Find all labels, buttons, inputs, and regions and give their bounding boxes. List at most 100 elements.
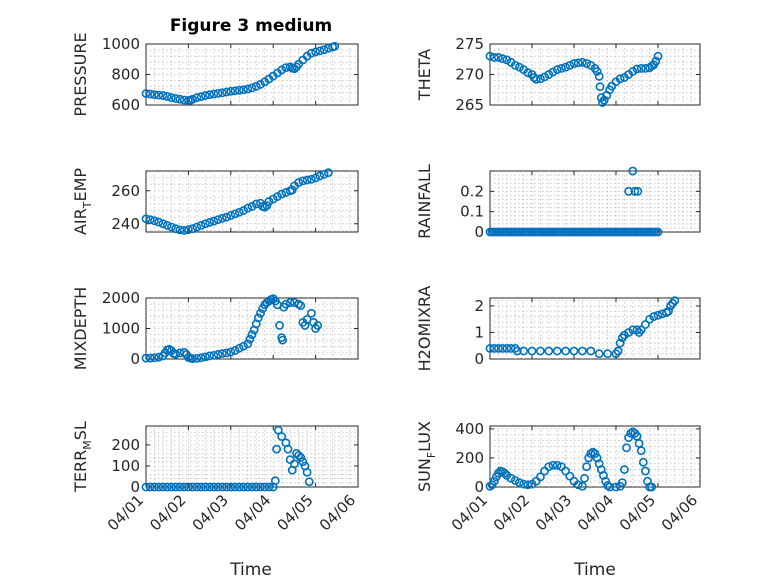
data-point <box>209 89 219 99</box>
y-axis-label: MIXDEPTH <box>71 287 90 370</box>
data-point <box>264 482 274 492</box>
subplot-1: 600 800 1000 PRESSURE <box>71 32 359 117</box>
data-point <box>523 68 533 78</box>
data-point <box>243 482 253 492</box>
data-point <box>145 353 155 363</box>
data-point <box>624 186 633 196</box>
data-point <box>213 482 223 492</box>
data-point <box>281 299 291 309</box>
data-point <box>319 169 329 179</box>
series-markers <box>141 425 314 492</box>
y-tick-label: 400 <box>455 420 484 438</box>
series-markers <box>141 168 333 235</box>
data-point <box>247 83 257 93</box>
data-point <box>239 482 248 492</box>
data-point <box>578 481 587 491</box>
data-point <box>141 214 151 224</box>
data-point <box>171 94 181 103</box>
data-point <box>330 41 340 51</box>
data-point <box>582 462 591 472</box>
data-point <box>294 178 304 187</box>
data-point <box>493 468 503 478</box>
x-tick-label: 04/05 <box>273 491 316 534</box>
data-point <box>304 477 314 487</box>
data-point <box>171 349 181 359</box>
data-point <box>226 347 236 357</box>
y-tick-label: 100 <box>111 457 140 475</box>
data-point <box>200 91 210 100</box>
subplot-2: 265 270 275 THETA <box>415 35 701 114</box>
data-point <box>552 65 562 75</box>
data-point <box>251 81 261 91</box>
data-point <box>192 353 202 363</box>
data-point <box>234 343 244 353</box>
data-point <box>188 94 198 104</box>
data-point <box>141 353 151 363</box>
data-point <box>175 482 185 492</box>
subplot-6: 0 1 2 H2OMIXRA <box>415 286 701 371</box>
data-point <box>544 346 554 356</box>
data-point <box>196 482 206 492</box>
data-point <box>167 93 176 103</box>
data-point <box>277 189 287 199</box>
data-point <box>213 215 223 225</box>
data-point <box>145 215 155 225</box>
data-point <box>141 482 151 492</box>
x-tick-label: 04/06 <box>316 491 359 534</box>
y-axis-label: RAINFALL <box>415 164 434 239</box>
plot-area <box>489 297 701 360</box>
data-point <box>256 308 265 318</box>
data-point <box>154 217 164 227</box>
data-point <box>296 453 306 462</box>
data-point <box>498 343 507 353</box>
y-tick-label: 0.1 <box>460 203 484 221</box>
series-markers <box>141 294 323 364</box>
data-point <box>519 479 528 489</box>
data-point <box>565 60 575 70</box>
data-point <box>167 482 176 492</box>
data-point <box>624 433 633 443</box>
y-tick-label: 1000 <box>102 320 140 338</box>
data-point <box>561 346 570 356</box>
data-point <box>569 59 579 68</box>
data-point <box>230 209 240 219</box>
gridlines <box>146 426 358 487</box>
data-point <box>595 82 605 92</box>
data-point <box>502 343 512 353</box>
y-axis-label: THETA <box>415 49 434 101</box>
data-point <box>515 478 524 488</box>
data-point <box>565 471 575 481</box>
data-point <box>573 58 583 68</box>
data-point <box>306 308 316 318</box>
data-point <box>319 45 329 55</box>
data-point <box>630 186 640 196</box>
series-markers <box>485 166 663 237</box>
data-point <box>592 67 602 76</box>
y-tick-label: 1 <box>474 323 484 341</box>
data-point <box>512 346 522 356</box>
x-tick-label: 04/04 <box>231 491 274 534</box>
plot-area <box>145 170 359 233</box>
data-point <box>171 224 181 234</box>
data-point <box>222 212 231 222</box>
data-point <box>500 468 510 478</box>
data-point <box>270 476 280 486</box>
data-point <box>150 216 159 226</box>
data-point <box>523 480 533 490</box>
data-point <box>615 338 625 348</box>
plot-area <box>489 170 701 233</box>
x-tick-label: 04/03 <box>532 491 575 534</box>
y-tick-label: 200 <box>111 436 140 454</box>
data-point <box>239 85 248 95</box>
y-axis-label: AIRTEMP <box>71 168 94 235</box>
data-point <box>536 74 545 84</box>
data-point <box>141 89 151 98</box>
data-point <box>527 346 537 356</box>
data-point <box>183 225 193 235</box>
data-point <box>510 60 520 70</box>
data-point <box>243 339 253 349</box>
data-point <box>179 347 189 357</box>
data-point <box>217 482 227 492</box>
plot-area <box>145 425 359 488</box>
y-tick-label: 200 <box>455 449 484 467</box>
